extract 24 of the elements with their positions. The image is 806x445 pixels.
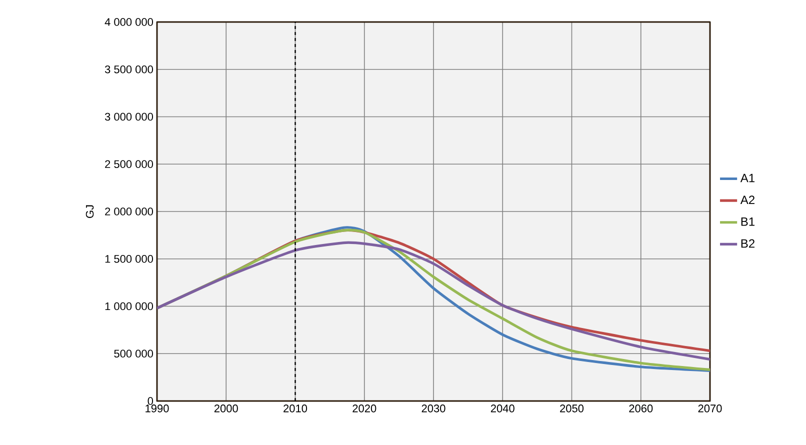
x-tick-label: 2000 (214, 404, 238, 412)
y-tick-label: 4 000 000 (104, 18, 154, 26)
x-tick-label: 2070 (698, 404, 722, 412)
x-tick-label: 2030 (422, 404, 446, 412)
y-tick-label: 2 500 000 (105, 160, 154, 168)
y-tick-label: 1 000 000 (105, 302, 154, 310)
legend-label: B2 (741, 239, 754, 248)
legend-label: A1 (740, 174, 754, 182)
y-tick-label: 1 500 000 (105, 254, 154, 263)
x-tick-label: 2050 (560, 404, 584, 412)
legend-label: A2 (740, 196, 754, 204)
y-tick-label: 3 500 000 (104, 65, 154, 74)
y-tick-label: 3 000 000 (104, 112, 154, 121)
x-tick-label: 1990 (146, 404, 169, 412)
line-series (157, 241, 710, 361)
y-tick-label: 2 000 000 (105, 208, 154, 216)
y-tick-label: 0 (148, 397, 154, 405)
y-axis-title: GJ (86, 205, 94, 218)
y-tick-label: 500 000 (114, 350, 154, 358)
legend-label: B1 (741, 218, 754, 226)
x-tick-label: 2040 (490, 404, 514, 412)
x-tick-label: 2060 (629, 404, 653, 412)
x-tick-label: 2010 (284, 404, 308, 412)
x-tick-label: 2020 (352, 404, 376, 412)
